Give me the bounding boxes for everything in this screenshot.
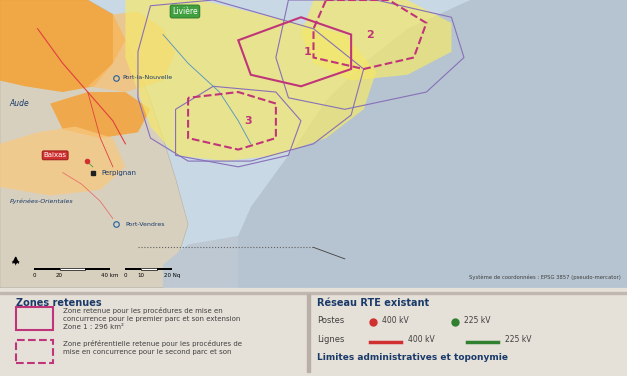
Text: 0: 0 <box>33 273 36 278</box>
Bar <box>307 294 310 371</box>
Text: 0: 0 <box>124 273 127 278</box>
Text: Pyrénées-Orientales: Pyrénées-Orientales <box>9 199 73 204</box>
Text: Baixas: Baixas <box>44 152 66 158</box>
Polygon shape <box>238 0 627 288</box>
Text: ✦: ✦ <box>11 258 20 268</box>
Text: 1: 1 <box>303 47 311 57</box>
Bar <box>0 292 627 294</box>
Text: Port-la-Nouvelle: Port-la-Nouvelle <box>122 75 172 80</box>
Bar <box>34 267 60 270</box>
Text: Zone retenue pour les procédures de mise en
concurrence pour le premier parc et : Zone retenue pour les procédures de mise… <box>63 307 240 330</box>
Text: 3: 3 <box>244 116 251 126</box>
Text: 10: 10 <box>137 273 145 278</box>
Text: 40 km: 40 km <box>101 273 119 278</box>
Text: Limites administratives et toponymie: Limites administratives et toponymie <box>317 353 508 362</box>
Polygon shape <box>0 127 125 196</box>
Polygon shape <box>125 0 376 161</box>
Text: Postes: Postes <box>317 316 344 325</box>
Polygon shape <box>0 0 188 288</box>
Text: 225 kV: 225 kV <box>464 316 490 325</box>
Text: Perpignan: Perpignan <box>102 170 137 176</box>
Text: Zone préférentielle retenue pour les procédures de
mise en concurrence pour le s: Zone préférentielle retenue pour les pro… <box>63 340 241 355</box>
Text: Port-Vendres: Port-Vendres <box>125 222 165 227</box>
Text: 225 kV: 225 kV <box>505 335 531 344</box>
Polygon shape <box>50 92 150 138</box>
Polygon shape <box>0 0 125 92</box>
Text: Livière: Livière <box>172 7 198 16</box>
Text: Lignes: Lignes <box>317 335 344 344</box>
Bar <box>85 267 110 270</box>
Bar <box>125 267 141 270</box>
Bar <box>157 267 172 270</box>
Text: 400 kV: 400 kV <box>408 335 435 344</box>
Text: Système de coordonnées : EPSG 3857 (pseudo-mercator): Système de coordonnées : EPSG 3857 (pseu… <box>469 275 621 280</box>
Text: 400 kV: 400 kV <box>382 316 409 325</box>
Polygon shape <box>88 12 176 92</box>
Polygon shape <box>0 187 627 288</box>
Bar <box>16 340 53 363</box>
Text: 2: 2 <box>366 30 374 39</box>
Polygon shape <box>301 0 451 80</box>
Text: 20: 20 <box>56 273 63 278</box>
Bar <box>60 267 85 270</box>
Bar <box>141 267 157 270</box>
Text: Réseau RTE existant: Réseau RTE existant <box>317 298 429 308</box>
Text: 20 Nq: 20 Nq <box>164 273 181 278</box>
Text: Zones retenues: Zones retenues <box>16 298 102 308</box>
Bar <box>16 307 53 330</box>
Text: Aude: Aude <box>9 99 29 108</box>
